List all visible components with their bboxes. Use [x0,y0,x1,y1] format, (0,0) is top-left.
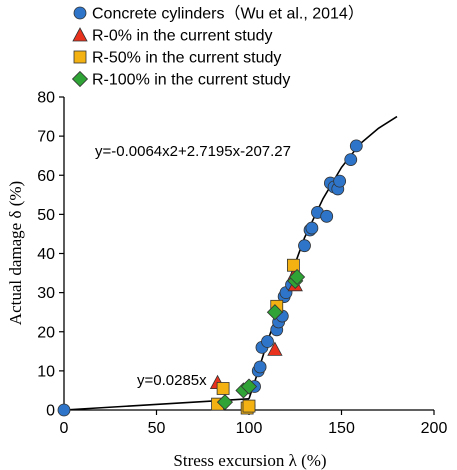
data-point-circle [344,153,358,167]
data-point-circle [333,174,347,188]
data-point-square [242,399,256,413]
data-point-square [286,258,300,272]
legend-marker-circle [73,6,87,20]
y-tick-label: 60 [37,168,55,185]
y-tick-label: 80 [37,90,55,107]
data-point-circle [320,209,334,223]
series-diamond [216,268,306,411]
series-square [211,258,300,415]
legend-label: R-50% in the current study [92,50,281,67]
legend-label: R-100% in the current study [92,72,290,89]
series-circle [57,139,363,417]
y-tick-label: 0 [46,403,55,420]
legend-label: Concrete cylinders（Wu et al., 2014） [92,5,364,23]
y-tick-label: 50 [37,207,55,224]
legend-label: R-0% in the current study [92,28,273,45]
fit-equation-linear: y=0.0285x [137,372,207,389]
data-point-square [216,382,230,395]
y-tick-label: 70 [37,129,55,146]
data-point-circle [57,403,71,417]
x-axis-title: Stress excursion λ (%) [173,451,326,470]
data-point-diamond [266,304,283,321]
data-point-diamond [240,378,258,395]
legend-marker-diamond [71,70,89,88]
y-tick-label: 30 [37,285,55,302]
y-tick-label: 10 [37,363,55,380]
data-marks [57,139,363,417]
data-point-circle [253,360,267,374]
x-tick-label: 0 [60,420,69,437]
data-point-circle [261,335,274,348]
data-point-diamond [289,268,306,286]
chart-axes: 0 50 100 150 200 0 10 20 30 40 50 60 70 80 [37,90,447,438]
data-point-triangle [267,341,283,356]
data-point-circle [305,221,319,235]
x-tick-label: 50 [148,420,166,437]
data-point-diamond [216,394,234,411]
x-tick-label: 100 [236,420,263,437]
data-point-circle [298,239,311,253]
legend-marker-square [73,50,87,64]
x-tick-label: 150 [328,420,355,437]
x-tick-label: 200 [421,420,448,437]
legend: Concrete cylinders（Wu et al., 2014） R-0% … [71,5,364,89]
y-tick-label: 20 [37,324,55,341]
data-point-circle [349,139,363,153]
fit-curve-quadratic [248,115,398,400]
legend-marker-triangle [72,27,88,42]
y-axis-title: Actual damage δ (%) [6,181,25,325]
y-tick-label: 40 [37,246,55,263]
fit-equation-quadratic: y=-0.0064x2+2.7195x-207.27 [95,143,291,160]
